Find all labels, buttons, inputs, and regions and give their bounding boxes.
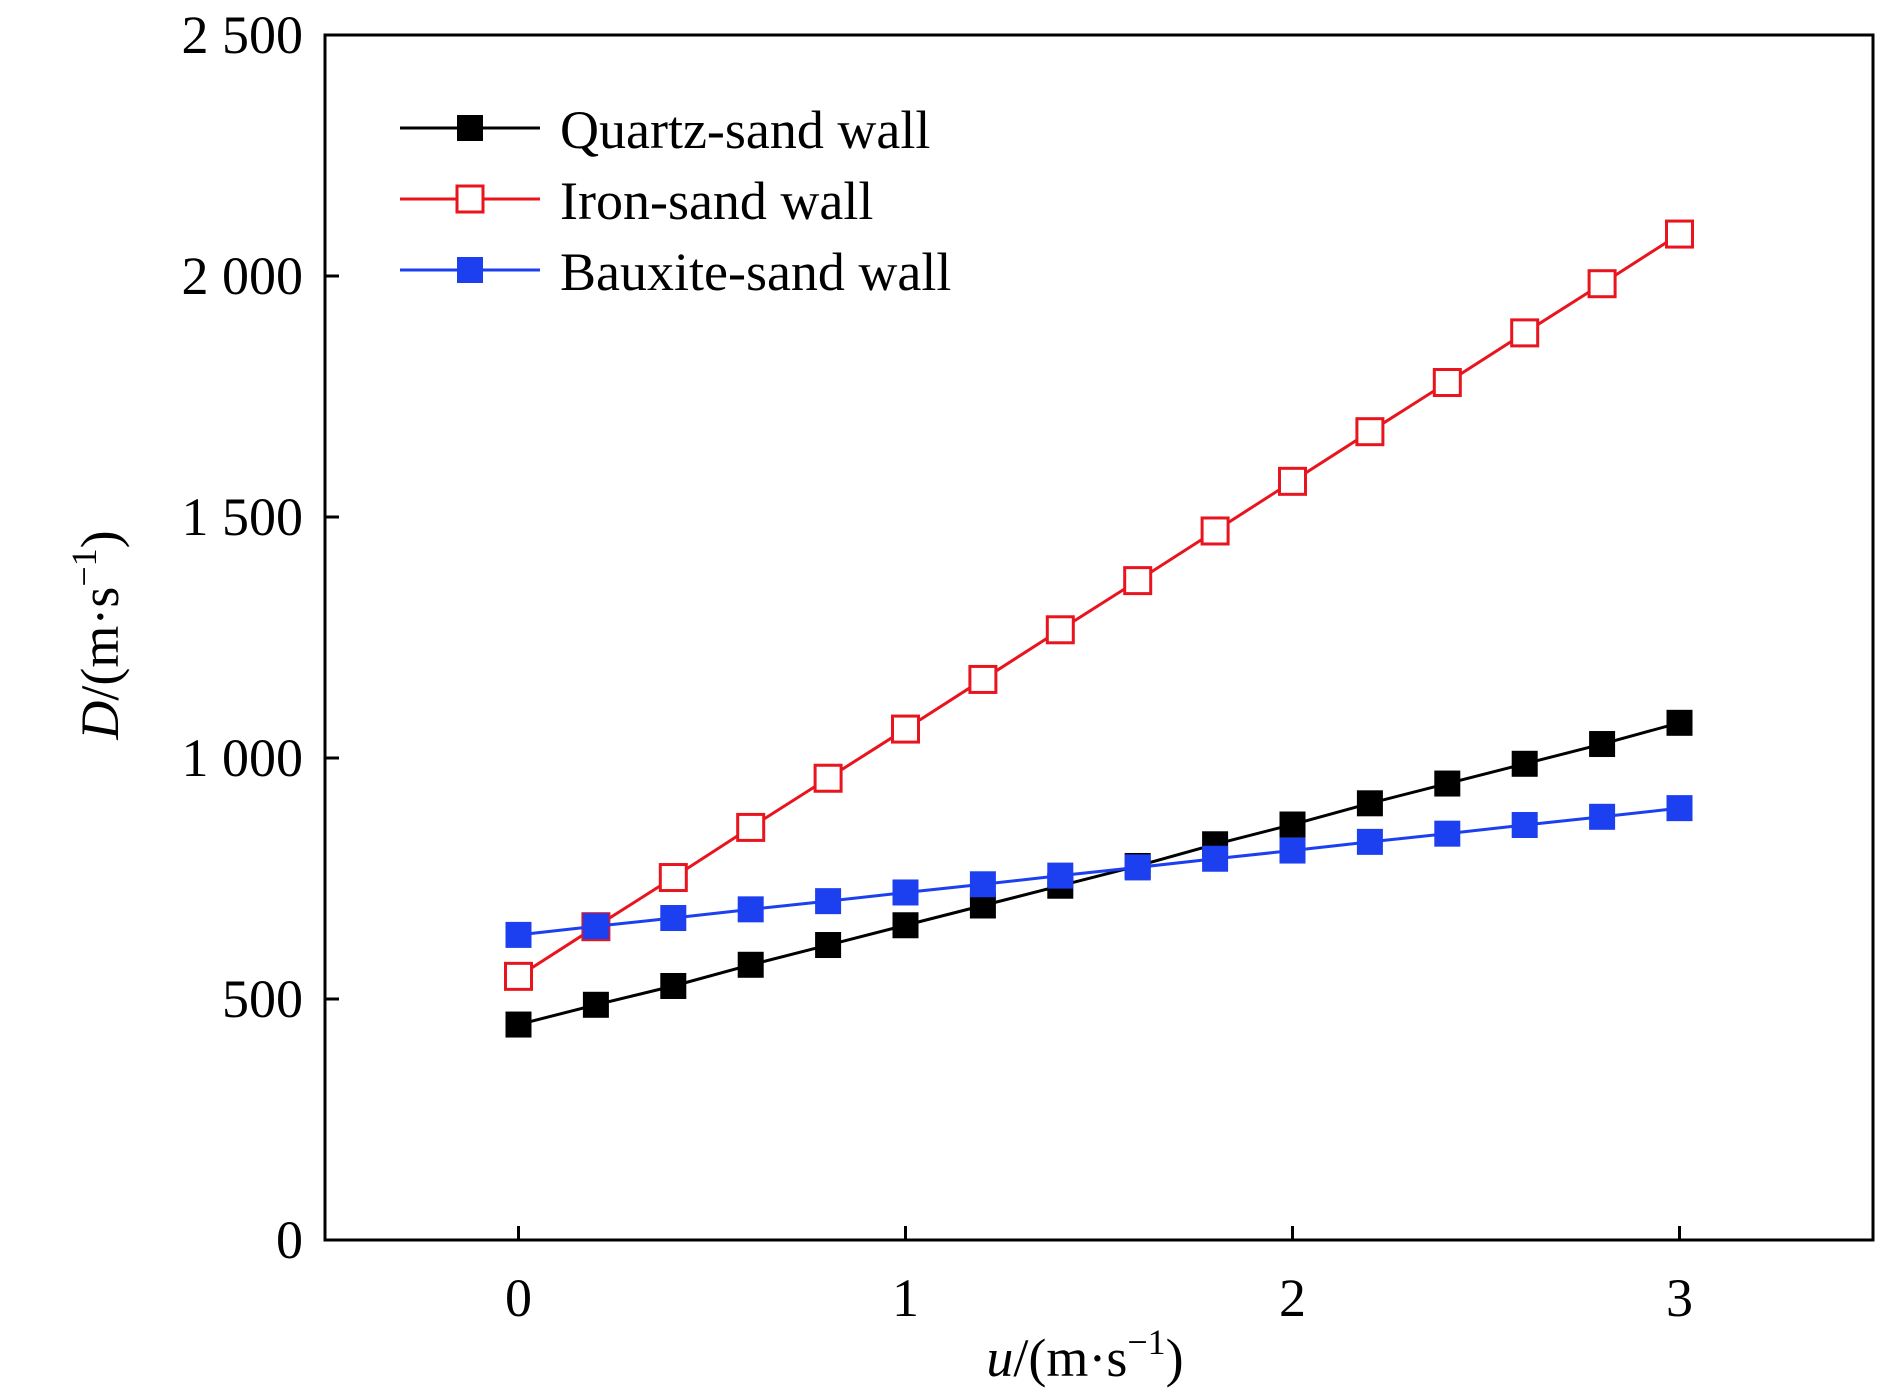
legend-label: Quartz-sand wall <box>560 100 930 160</box>
data-point <box>736 812 766 842</box>
data-point <box>1279 811 1306 838</box>
series-line <box>517 232 1681 978</box>
x-axis-label: u/(m·s−1) <box>986 1322 1183 1388</box>
data-point <box>1510 318 1540 348</box>
data-point <box>891 714 920 744</box>
series-line <box>518 806 1680 937</box>
legend-marker <box>455 184 485 214</box>
x-axis-ticks: 0 1 2 3 <box>505 1226 1693 1328</box>
data-point <box>813 763 843 793</box>
data-point <box>1589 803 1616 830</box>
data-point <box>815 932 842 959</box>
data-point <box>1434 820 1461 847</box>
data-point <box>505 1011 532 1038</box>
x-axis-variable: u <box>986 1328 1013 1388</box>
y-tick-label: 2 000 <box>182 246 304 306</box>
data-point <box>969 871 996 898</box>
y-tick-label: 500 <box>222 969 303 1029</box>
data-point <box>1511 811 1538 838</box>
x-tick-label: 0 <box>505 1268 532 1328</box>
data-point <box>1511 750 1538 777</box>
y-axis-unit: /(m·s <box>70 587 130 701</box>
legend-label: Iron-sand wall <box>560 171 873 231</box>
y-axis-label: D/(m·s−1) <box>64 530 130 740</box>
data-point <box>1589 731 1616 758</box>
data-point <box>892 879 919 906</box>
data-point <box>660 972 687 999</box>
data-point <box>737 896 764 923</box>
x-tick-label: 2 <box>1279 1268 1306 1328</box>
x-axis-unit: /(m·s <box>1013 1328 1127 1388</box>
legend: Quartz-sand wall Iron-sand wall Bauxite-sa… <box>400 100 951 302</box>
data-point <box>1356 790 1383 817</box>
data-point <box>582 991 609 1018</box>
data-point <box>1666 795 1693 822</box>
data-point <box>658 863 688 893</box>
data-point <box>1278 466 1307 496</box>
y-tick-label: 1 000 <box>182 728 304 788</box>
data-point <box>1356 828 1383 855</box>
data-point <box>1200 516 1230 546</box>
x-tick-label: 1 <box>892 1268 919 1328</box>
data-point <box>1666 709 1693 736</box>
series-bauxite-sand-wall <box>505 795 1693 948</box>
data-point <box>505 921 532 948</box>
legend-item: Iron-sand wall <box>400 171 873 231</box>
series-layer <box>504 219 1694 1038</box>
x-tick-label: 3 <box>1666 1268 1693 1328</box>
y-axis-unit-exponent: −1 <box>64 548 104 586</box>
data-point <box>968 664 998 694</box>
legend-marker <box>457 257 483 283</box>
legend-item: Quartz-sand wall <box>400 100 930 160</box>
data-point <box>660 905 687 932</box>
y-tick-label: 2 500 <box>182 5 304 65</box>
data-point <box>1047 862 1074 889</box>
legend-item: Bauxite-sand wall <box>400 242 951 302</box>
y-axis-ticks: 0 500 1 000 1 500 2 000 2 500 <box>182 5 339 1270</box>
y-tick-label: 0 <box>276 1210 303 1270</box>
data-point <box>815 888 842 915</box>
series-line <box>518 721 1680 1026</box>
x-axis-unit-exponent: −1 <box>1127 1322 1165 1362</box>
data-point <box>1434 770 1461 797</box>
y-axis-variable: D <box>70 701 130 741</box>
series-iron-sand-wall <box>504 219 1694 991</box>
data-point <box>1355 417 1385 447</box>
data-point <box>1045 615 1075 645</box>
data-point <box>892 912 919 939</box>
data-point <box>1124 854 1151 881</box>
data-point <box>737 951 764 978</box>
legend-label: Bauxite-sand wall <box>560 242 951 302</box>
data-point <box>1279 837 1306 864</box>
data-point <box>1202 845 1229 872</box>
x-axis-unit-close: ) <box>1166 1328 1184 1388</box>
data-point <box>1432 368 1462 398</box>
plot-frame <box>323 33 1875 1242</box>
data-point <box>1587 269 1617 299</box>
data-point <box>504 961 533 991</box>
y-tick-label: 1 500 <box>182 487 304 547</box>
data-point <box>1123 566 1153 596</box>
data-point <box>1665 219 1694 249</box>
legend-marker <box>457 115 483 141</box>
data-point <box>582 913 609 940</box>
y-axis-unit-close: ) <box>70 530 130 548</box>
